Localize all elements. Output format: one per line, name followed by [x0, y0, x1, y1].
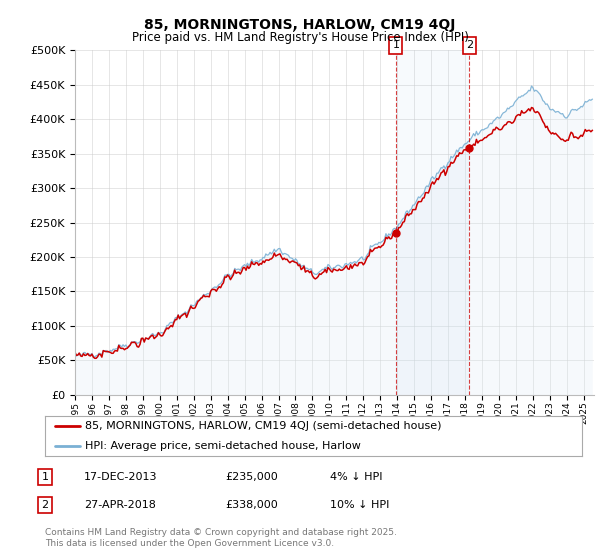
Text: Contains HM Land Registry data © Crown copyright and database right 2025.
This d: Contains HM Land Registry data © Crown c… — [45, 528, 397, 548]
Text: HPI: Average price, semi-detached house, Harlow: HPI: Average price, semi-detached house,… — [85, 441, 361, 451]
Text: £235,000: £235,000 — [225, 472, 278, 482]
Text: 4% ↓ HPI: 4% ↓ HPI — [330, 472, 383, 482]
Text: 27-APR-2018: 27-APR-2018 — [84, 500, 156, 510]
Text: 85, MORNINGTONS, HARLOW, CM19 4QJ (semi-detached house): 85, MORNINGTONS, HARLOW, CM19 4QJ (semi-… — [85, 421, 442, 431]
Text: 2: 2 — [466, 40, 473, 50]
Text: Price paid vs. HM Land Registry's House Price Index (HPI): Price paid vs. HM Land Registry's House … — [131, 31, 469, 44]
Text: 85, MORNINGTONS, HARLOW, CM19 4QJ: 85, MORNINGTONS, HARLOW, CM19 4QJ — [145, 18, 455, 32]
Text: £338,000: £338,000 — [225, 500, 278, 510]
Text: 1: 1 — [392, 40, 400, 50]
Bar — [396, 50, 469, 395]
Text: 10% ↓ HPI: 10% ↓ HPI — [330, 500, 389, 510]
Text: 1: 1 — [41, 472, 49, 482]
Text: 2: 2 — [41, 500, 49, 510]
Text: 17-DEC-2013: 17-DEC-2013 — [84, 472, 157, 482]
